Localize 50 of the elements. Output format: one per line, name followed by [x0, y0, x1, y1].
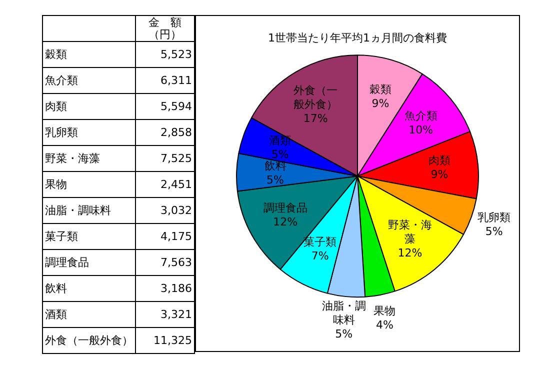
data-label: 5% — [335, 328, 353, 341]
data-label: 3,032 — [136, 198, 194, 224]
data-label: 7,525 — [136, 146, 194, 172]
category-label: 魚介類 — [42, 68, 136, 94]
data-label: 3,321 — [136, 302, 194, 328]
slice-label: 飲料 — [264, 159, 286, 172]
data-label: 2,858 — [136, 120, 194, 146]
data-label: 3,186 — [136, 276, 194, 302]
data-label: 5% — [266, 173, 284, 186]
data-label: 5,523 — [136, 42, 194, 68]
data-label: 4% — [376, 318, 394, 332]
data-label: 12% — [273, 216, 298, 229]
slice-label: 菓子類 — [304, 235, 337, 248]
category-label: 果物 — [42, 172, 136, 198]
category-label: 油脂・調味料 — [42, 198, 136, 224]
data-label: 4,175 — [136, 224, 194, 250]
data-label: 5% — [271, 148, 289, 162]
data-label: 5% — [485, 225, 503, 238]
data-label: 2,451 — [136, 172, 194, 198]
slice-label: 調理食品 — [263, 202, 308, 215]
category-label: 調理食品 — [42, 250, 136, 276]
slice-label: 外食（一般外食） — [294, 84, 338, 112]
data-label: 9% — [372, 96, 390, 110]
slice-label: 野菜・海藻 — [388, 218, 432, 246]
slice-label: 油脂・調味料 — [322, 300, 366, 327]
text: 金 額（円） — [136, 16, 194, 42]
category-label: 酒類 — [42, 302, 136, 328]
slice-label: 穀類 — [369, 82, 392, 96]
slice-label: 魚介類 — [404, 110, 438, 123]
category-label: 乳卵類 — [42, 120, 136, 146]
data-label: 6,311 — [136, 68, 194, 94]
data-label: 9% — [430, 168, 448, 182]
data-label: 10% — [408, 124, 434, 137]
data-label: 5,594 — [136, 94, 194, 120]
chart-title: 1世帯当たり年平均1ヵ月間の食料費 — [268, 31, 447, 44]
slice-label: 果物 — [374, 304, 396, 318]
data-label: 7,563 — [136, 250, 194, 276]
data-label: 7% — [311, 249, 329, 262]
data-label: 17% — [303, 112, 328, 126]
slice-label: 乳卵類 — [478, 211, 511, 224]
category-label: 穀類 — [42, 42, 136, 68]
data-label: 11,325 — [136, 328, 194, 354]
data-label: 12% — [398, 246, 422, 260]
category-label: 外食（一般外食） — [42, 328, 136, 354]
slice-label: 酒類 — [269, 134, 292, 148]
category-label: 肉類 — [42, 94, 136, 120]
category-label: 野菜・海藻 — [42, 146, 136, 172]
category-label: 菓子類 — [42, 224, 136, 250]
slice-label: 肉類 — [428, 154, 450, 168]
category-label: 飲料 — [42, 276, 136, 302]
